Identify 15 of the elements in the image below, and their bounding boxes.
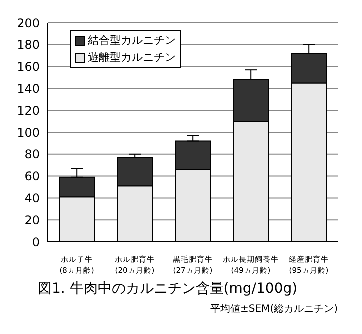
text: 図1. 牛肉中のカルニチン含量(mg/100g)	[38, 280, 299, 298]
text: 平均値±SEM(総カルニチン)	[210, 303, 338, 316]
y-tick-label: 120	[17, 104, 40, 118]
y-tick-label: 140	[17, 82, 40, 96]
y-tick-label: 0	[32, 235, 40, 250]
y-tick-label: 40	[24, 191, 40, 206]
y-tick-label: 100	[17, 126, 40, 140]
y-tick-label: 180	[17, 38, 40, 52]
legend-label: 結合型カルニチン	[88, 33, 176, 49]
y-tick-label: 60	[24, 170, 40, 184]
legend-label: 遊離型カルニチン	[88, 50, 176, 66]
y-tick-label: 20	[24, 213, 40, 228]
y-tick-label: 80	[24, 148, 40, 162]
y-tick-label: 200	[17, 16, 40, 30]
y-tick-label: 160	[17, 60, 40, 74]
